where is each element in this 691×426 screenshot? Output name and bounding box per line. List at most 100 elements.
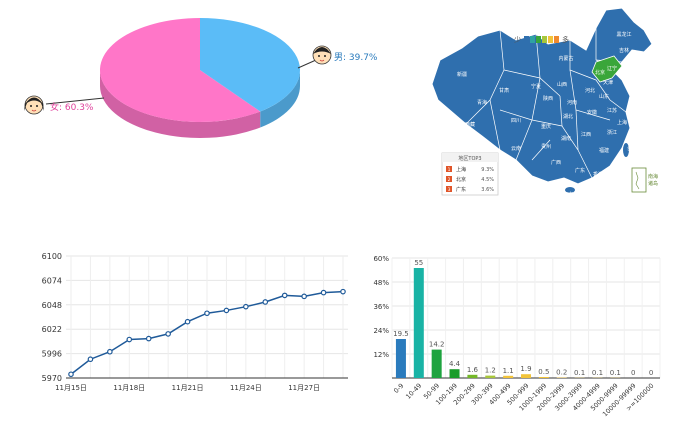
- map-region-label: 重庆: [541, 123, 551, 130]
- map-legend-low: 少: [514, 36, 521, 44]
- line-y-tick-label: 5996: [42, 350, 62, 359]
- bar-x-tick-label: 0-9: [392, 382, 405, 395]
- line-point[interactable]: [302, 294, 306, 298]
- map-svg: 黑龙江吉林辽宁内蒙古北京天津河北山东江苏上海浙江福建台湾广东香港海南广西贵州云南…: [400, 0, 691, 210]
- line-point[interactable]: [244, 304, 248, 308]
- bar[interactable]: [396, 339, 406, 378]
- map-region-label: 吉林: [619, 47, 629, 54]
- map-legend-swatch: [554, 36, 559, 43]
- bar-y-tick-label: 48%: [373, 279, 389, 287]
- pie-label-male: 男: 39.7%: [334, 52, 378, 63]
- map-ranking-value: 3.6%: [481, 187, 494, 193]
- map-region-label: 安徽: [587, 109, 597, 116]
- bar[interactable]: [539, 377, 549, 378]
- map-region-label: 海南: [563, 191, 573, 198]
- line-point[interactable]: [108, 350, 112, 354]
- face-eye: [30, 105, 32, 107]
- line-y-tick-label: 6100: [42, 252, 62, 261]
- map-region-label: 山东: [599, 93, 609, 100]
- map-ranking-rank: 3: [448, 187, 451, 193]
- boy-face-icon: [313, 46, 331, 64]
- line-point[interactable]: [224, 308, 228, 312]
- bar-data-label: 0: [649, 369, 653, 377]
- map-legend-swatch: [530, 36, 535, 43]
- map-ranking-value: 9.3%: [481, 167, 494, 173]
- map-region-label: 辽宁: [607, 65, 617, 72]
- pie-label-line-male: [298, 60, 316, 68]
- map-inset-box: [632, 168, 646, 192]
- bar-x-tick-label: 10-49: [404, 382, 423, 401]
- line-point[interactable]: [283, 293, 287, 297]
- line-x-tick-label: 11月21日: [172, 384, 204, 392]
- line-point[interactable]: [263, 300, 267, 304]
- line-x-tick-label: 11月15日: [55, 384, 87, 392]
- face-eye: [36, 105, 38, 107]
- map-legend-swatch: [542, 36, 547, 43]
- map-region-label: 山西: [557, 81, 567, 88]
- line-y-tick-label: 6022: [42, 325, 62, 334]
- map-inset-label: 诸岛: [648, 180, 658, 187]
- map-region-label: 广西: [551, 159, 561, 166]
- line-point[interactable]: [127, 337, 131, 341]
- line-point[interactable]: [321, 290, 325, 294]
- line-point[interactable]: [166, 332, 170, 336]
- bar-data-label: 0.5: [538, 368, 549, 376]
- china-map-chart: 黑龙江吉林辽宁内蒙古北京天津河北山东江苏上海浙江福建台湾广东香港海南广西贵州云南…: [400, 0, 691, 210]
- map-region-label: 四川: [511, 118, 521, 124]
- bar[interactable]: [450, 369, 460, 378]
- map-ranking-rank: 1: [448, 167, 451, 173]
- bar-data-label: 4.4: [449, 360, 461, 368]
- map-region-label: 福建: [599, 147, 609, 154]
- bar-data-label: 0: [631, 369, 635, 377]
- map-region-label: 甘肃: [499, 87, 509, 94]
- bar-data-label: 1.6: [467, 366, 479, 374]
- bar-y-tick-label: 12%: [373, 351, 389, 359]
- map-ranking-region: 上海: [456, 166, 466, 173]
- face-eye: [324, 55, 326, 57]
- map-region-label: 贵州: [541, 143, 551, 150]
- line-point[interactable]: [341, 289, 345, 293]
- map-region-label: 江苏: [607, 107, 617, 114]
- gender-pie-chart: 男: 39.7%女: 60.3%: [0, 0, 400, 200]
- map-region-label: 云南: [511, 145, 521, 152]
- map-inset-label: 南海: [648, 173, 658, 180]
- bar[interactable]: [485, 376, 495, 378]
- map-ranking-region: 北京: [456, 176, 466, 183]
- map-ranking-rank: 2: [448, 177, 451, 183]
- map-legend-swatch: [524, 36, 529, 43]
- line-point[interactable]: [205, 311, 209, 315]
- line-point[interactable]: [69, 372, 73, 376]
- map-region-label: 湖北: [563, 113, 573, 120]
- line-x-tick-label: 11月18日: [113, 384, 145, 392]
- bar-y-tick-label: 60%: [373, 255, 389, 263]
- bar-data-label: 0.2: [556, 369, 567, 377]
- bar-data-label: 14.2: [429, 341, 445, 349]
- map-region-label: 黑龙江: [616, 31, 631, 38]
- map-region-label: 湖南: [561, 135, 571, 142]
- bar[interactable]: [432, 350, 442, 378]
- line-x-tick-label: 11月27日: [288, 384, 320, 392]
- bar[interactable]: [414, 268, 424, 378]
- line-point[interactable]: [88, 357, 92, 361]
- map-region-label: 河南: [567, 99, 577, 106]
- line-x-tick-label: 11月24日: [230, 384, 262, 392]
- map-region-label: 内蒙古: [558, 55, 573, 62]
- line-point[interactable]: [185, 319, 189, 323]
- bar[interactable]: [467, 375, 477, 378]
- line-y-tick-label: 5970: [42, 374, 62, 383]
- line-point[interactable]: [147, 336, 151, 340]
- map-ranking-title: 地区TOP3: [458, 155, 481, 162]
- bar[interactable]: [521, 374, 531, 378]
- map-region-label: 青海: [477, 99, 487, 106]
- map-legend-high: 多: [562, 35, 569, 44]
- bar-data-label: 55: [414, 259, 423, 267]
- bar[interactable]: [503, 376, 513, 378]
- map-region-label: 香港: [593, 171, 603, 178]
- line-y-tick-label: 6048: [42, 301, 62, 310]
- bar-data-label: 19.5: [393, 330, 409, 338]
- map-region-label: 天津: [603, 79, 613, 86]
- map-region-label: 河北: [585, 87, 595, 94]
- map-region-label: 陕西: [543, 95, 553, 102]
